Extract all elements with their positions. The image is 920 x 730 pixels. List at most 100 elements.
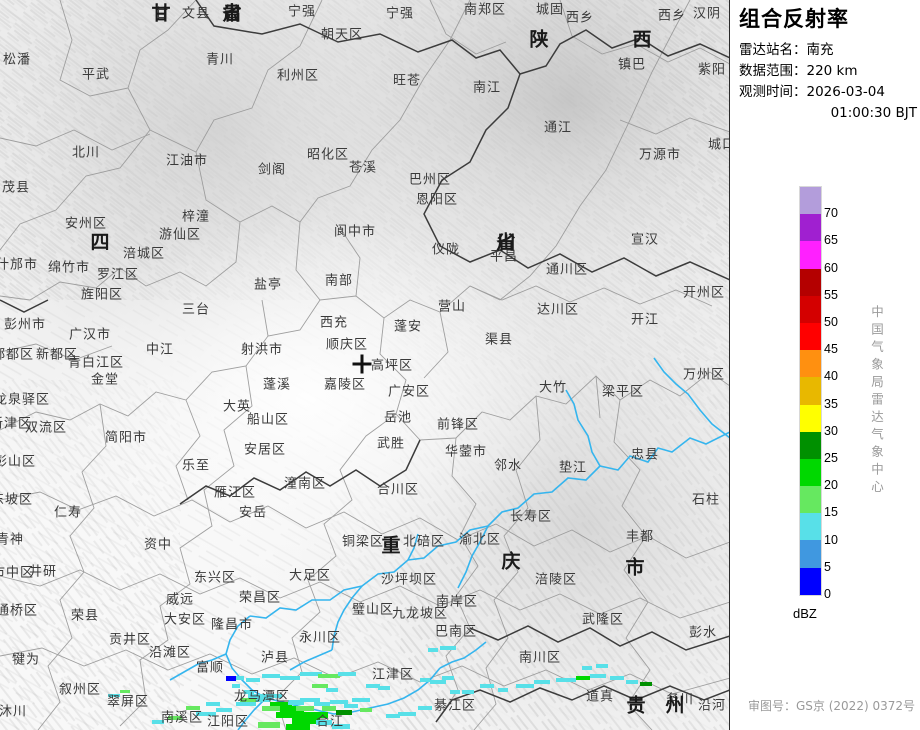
- radar-echo-cell: [336, 710, 352, 715]
- dbz-colorbar[interactable]: [799, 186, 822, 596]
- county-label: 璧山区: [351, 602, 395, 618]
- county-label: 荣昌区: [238, 590, 282, 606]
- radar-echo-cell: [440, 646, 456, 650]
- county-label: 昭化区: [306, 147, 350, 163]
- county-label: 广汉市: [68, 327, 112, 343]
- radar-echo-cell: [306, 712, 328, 718]
- province-label: 川: [496, 231, 518, 254]
- county-label: 乐至: [181, 458, 211, 474]
- colorbar-segment-40: [800, 377, 821, 405]
- county-label: 翠屏区: [106, 694, 150, 710]
- county-label: 金堂: [90, 372, 120, 388]
- county-label: 开州区: [682, 285, 726, 301]
- county-label: 綦江区: [433, 698, 477, 714]
- province-label: 陕: [529, 28, 551, 51]
- radar-site-marker[interactable]: [352, 354, 372, 374]
- product-info-block: 组合反射率 雷达站名：南充 数据范围：220 km 观测时间：2026-03-0…: [739, 6, 919, 124]
- county-label: 西充: [319, 315, 349, 331]
- radar-echo-cell: [344, 704, 358, 708]
- county-label: 渠县: [484, 332, 514, 348]
- county-label: 资中: [143, 537, 173, 553]
- county-label: 龙泉驿区: [0, 392, 51, 408]
- radar-echo-cell: [240, 698, 266, 702]
- radar-echo-cell: [168, 716, 182, 720]
- county-label-layer: 甘文县 宁强 宁强 南郑区 城固 西乡 西乡 汉阴 松潘 平武 青川 朝天区 旺苍 南江 镇巴 紫阳 利州区 昭化…: [0, 2, 730, 730]
- county-label: 仁寿: [53, 505, 83, 521]
- county-label: 江阳区: [206, 714, 250, 730]
- radar-echo-cell: [556, 678, 576, 682]
- county-label: 文县: [181, 6, 211, 22]
- colorbar-tick-35: 35: [824, 396, 838, 411]
- county-label: 五通桥区: [0, 603, 39, 619]
- province-label: 重: [381, 534, 403, 557]
- county-label: 西乡: [657, 8, 687, 24]
- county-label: 苍溪: [348, 160, 378, 176]
- colorbar-segment-5: [800, 567, 821, 595]
- province-label: 市: [625, 556, 647, 579]
- county-label: 什邡市: [0, 257, 39, 273]
- county-label: 简阳市: [104, 430, 148, 446]
- range-label: 数据范围：: [739, 63, 807, 79]
- radar-echo-cell: [360, 708, 372, 712]
- county-label: 宣汉: [630, 232, 660, 248]
- radar-echo-cell: [430, 680, 446, 684]
- county-label: 石柱: [691, 492, 721, 508]
- radar-echo-cell: [420, 678, 430, 682]
- colorbar-tick-50: 50: [824, 315, 838, 329]
- colorbar-tick-10: 10: [824, 532, 838, 547]
- county-label: 甘: [154, 6, 170, 22]
- county-label: 邻水: [493, 458, 523, 474]
- colorbar-tick-25: 25: [824, 451, 838, 465]
- county-label: 泸县: [260, 650, 290, 666]
- county-label: 城固: [535, 2, 565, 18]
- colorbar-segment-50: [800, 322, 821, 351]
- colorbar-tick-5: 5: [824, 559, 831, 574]
- radar-echo-cell: [462, 690, 474, 694]
- radar-echo-cell: [300, 698, 320, 702]
- county-label: 合川区: [376, 482, 420, 498]
- county-label: 江津区: [371, 667, 415, 683]
- radar-echo-cell: [330, 700, 348, 704]
- province-label: 庆: [501, 550, 523, 573]
- colorbar-segment-65: [800, 241, 821, 269]
- radar-echo-cell: [314, 702, 330, 706]
- info-row-time-clock: 01:00:30 BJT: [830, 105, 917, 121]
- radar-echo-cell: [338, 672, 356, 676]
- county-label: 通江: [543, 120, 573, 136]
- county-label: 恩阳区: [415, 192, 459, 208]
- county-label: 丰都: [625, 529, 655, 545]
- county-label: 嘉陵区: [323, 377, 367, 393]
- radar-echo-cell: [386, 714, 400, 718]
- county-label: 巴南区: [434, 624, 478, 640]
- radar-echo-cell: [248, 694, 266, 698]
- radar-echo-cell: [244, 690, 254, 694]
- county-label: 九龙坡区: [391, 606, 449, 622]
- radar-map-panel[interactable]: 甘文县 宁强 宁强 南郑区 城固 西乡 西乡 汉阴 松潘 平武 青川 朝天区 旺苍 南江 镇巴 紫阳 利州区 昭化…: [0, 0, 730, 730]
- county-label: 郫都区: [0, 347, 35, 363]
- county-label: 隆昌市: [210, 617, 254, 633]
- county-label: 忠县: [630, 447, 660, 463]
- county-label: 安州区: [64, 216, 108, 232]
- county-label: 南郑区: [463, 2, 507, 18]
- range-value: 220 km: [806, 63, 858, 79]
- dbz-tick-labels: 70 65 60 55 50 45 40 35 30 25 20 15 10 5 0: [824, 186, 884, 600]
- county-label: 射洪市: [240, 342, 284, 358]
- radar-echo-cell: [610, 676, 624, 680]
- province-label: 甘: [151, 2, 173, 25]
- county-label: 梓潼: [181, 209, 211, 225]
- county-label: 顺庆区: [325, 337, 369, 353]
- county-label: 垫江: [558, 460, 588, 476]
- info-row-station: 雷达站名：南充: [739, 40, 919, 61]
- radar-echo-cell: [480, 684, 494, 688]
- county-label: 通川区: [545, 262, 589, 278]
- county-label: 高坪区: [370, 358, 414, 374]
- county-label: 新津区: [0, 416, 33, 432]
- radar-echo-cell: [236, 676, 244, 680]
- radar-echo-cell: [534, 680, 550, 684]
- county-label: 龙马潭区: [233, 689, 291, 705]
- county-label: 富顺: [195, 660, 225, 676]
- radar-echo-cell: [300, 672, 322, 676]
- radar-echo-cell: [640, 682, 652, 686]
- colorbar-segment-70: [800, 214, 821, 242]
